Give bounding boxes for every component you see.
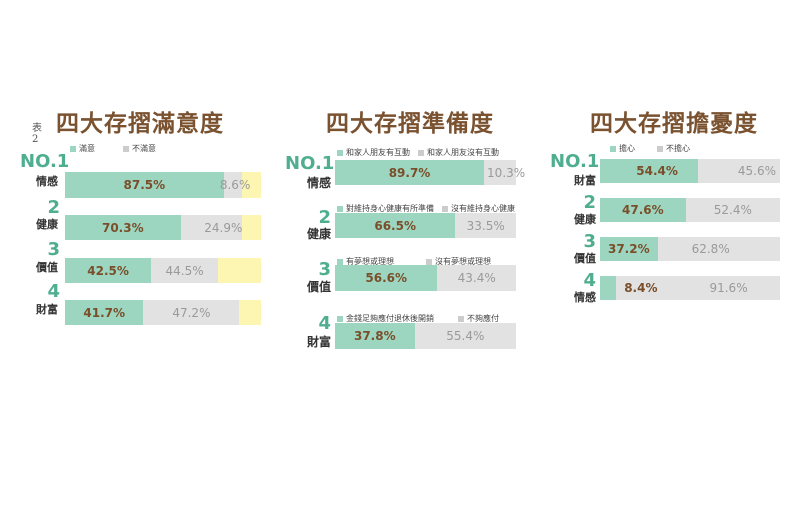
- legend-item-worried: 擔心: [610, 143, 635, 154]
- bar-row: 37.2% 62.8%: [600, 237, 780, 261]
- chart-title: 四大存摺擔憂度: [590, 111, 758, 137]
- category-label: 情感: [574, 291, 596, 304]
- legend-item-unsatisfied: 不滿意: [123, 143, 156, 154]
- bar-positive: 47.6%: [600, 198, 686, 222]
- bar-negative: 44.5%: [151, 258, 218, 283]
- rank-label: 4: [583, 270, 596, 291]
- bar-row: 41.7% 47.2%: [65, 300, 261, 325]
- bar-negative: 45.6%: [697, 159, 780, 183]
- row-legend: 和家人朋友有互動 和家人朋友沒有互動: [337, 147, 499, 158]
- legend-swatch-icon: [337, 315, 343, 322]
- negative-value-label: 91.6%: [709, 281, 748, 295]
- table-tag: 表2: [32, 123, 42, 145]
- bar-row: 66.5% 33.5%: [335, 213, 516, 238]
- category-label: 情感: [36, 175, 58, 188]
- legend: 擔心 不擔心: [610, 143, 690, 154]
- legend-swatch-icon: [337, 149, 343, 156]
- category-label: 價值: [36, 261, 58, 274]
- bar-positive: 56.6%: [335, 265, 438, 291]
- category-label: 情感: [306, 176, 331, 190]
- row-legend: 有夢想或理想 沒有夢想或理想: [337, 256, 491, 267]
- rank-label: 2: [47, 197, 60, 218]
- bar-positive: 42.5%: [65, 258, 152, 283]
- legend: 滿意 不滿意: [70, 143, 156, 154]
- bar-negative: 33.5%: [455, 213, 516, 238]
- legend-item-satisfied: 滿意: [70, 143, 95, 154]
- bar-positive: 41.7%: [65, 300, 144, 325]
- category-label: 價值: [574, 252, 596, 265]
- category-label: 價值: [306, 280, 331, 294]
- row-legend: 金錢足夠應付退休後開銷 不夠應付: [337, 313, 499, 324]
- bar-row: 54.4% 45.6%: [600, 159, 780, 183]
- legend-swatch-icon: [458, 315, 464, 322]
- category-label: 財富: [574, 174, 596, 187]
- rank-label: NO.1: [20, 151, 70, 172]
- category-label: 健康: [36, 218, 58, 231]
- legend-swatch-icon: [337, 258, 343, 265]
- bar-negative: 62.8%: [657, 237, 780, 261]
- chart-title: 四大存摺滿意度: [56, 111, 224, 137]
- bar-positive: 70.3%: [65, 215, 181, 240]
- bar-negative: 8.4% 91.6%: [616, 276, 780, 300]
- category-label: 健康: [306, 227, 331, 241]
- legend-swatch-icon: [426, 258, 432, 265]
- bar-row: 8.4% 91.6%: [600, 276, 780, 300]
- bar-row: 89.7% 10.3%: [335, 160, 525, 185]
- legend-swatch-icon: [657, 145, 663, 152]
- positive-value-label: 8.4%: [624, 281, 658, 295]
- bar-positive: [600, 276, 617, 300]
- rank-label: 2: [318, 207, 331, 228]
- bar-row: 42.5% 44.5%: [65, 258, 261, 283]
- bar-positive: 37.8%: [335, 323, 415, 349]
- bar-positive: 54.4%: [600, 159, 698, 183]
- legend-swatch-icon: [70, 145, 76, 152]
- bar-positive: 37.2%: [600, 237, 658, 261]
- bar-negative: 43.4%: [437, 265, 516, 291]
- bar-positive: 66.5%: [335, 213, 456, 238]
- bar-negative: 10.3%: [484, 160, 525, 185]
- row-legend: 對維持身心健康有所準備 沒有維持身心健康: [337, 203, 515, 214]
- bar-other: [217, 258, 261, 283]
- rank-label: 4: [47, 281, 60, 302]
- rank-label: 3: [583, 231, 596, 252]
- bar-negative: 55.4%: [414, 323, 516, 349]
- rank-label: 4: [318, 313, 331, 334]
- legend-swatch-icon: [418, 149, 424, 156]
- rank-label: 3: [47, 239, 60, 260]
- bar-other: [242, 172, 261, 198]
- rank-label: NO.1: [550, 151, 600, 172]
- rank-label: NO.1: [285, 153, 335, 174]
- bar-negative: 8.6%: [220, 172, 250, 198]
- category-label: 健康: [574, 213, 596, 226]
- bar-negative: 52.4%: [685, 198, 780, 222]
- chart-title: 四大存摺準備度: [326, 111, 494, 137]
- category-label: 財富: [36, 303, 58, 316]
- bar-other: [239, 300, 261, 325]
- bar-positive: 89.7%: [335, 160, 485, 185]
- category-label: 財富: [306, 335, 331, 349]
- legend-swatch-icon: [610, 145, 616, 152]
- legend-item-not-worried: 不擔心: [657, 143, 690, 154]
- bar-negative: 24.9%: [180, 215, 243, 240]
- bar-other: [242, 215, 261, 240]
- rank-label: 3: [318, 259, 331, 280]
- legend-swatch-icon: [337, 205, 343, 212]
- bar-row: 37.8% 55.4%: [335, 323, 516, 349]
- bar-row: 56.6% 43.4%: [335, 265, 516, 291]
- legend-swatch-icon: [123, 145, 129, 152]
- legend-swatch-icon: [442, 205, 448, 212]
- bar-row: 70.3% 24.9%: [65, 215, 261, 240]
- bar-row: 47.6% 52.4%: [600, 198, 780, 222]
- bar-row: 87.5% 8.6%: [65, 172, 261, 198]
- rank-label: 2: [583, 192, 596, 213]
- bar-negative: 47.2%: [143, 300, 240, 325]
- bar-positive: 87.5%: [65, 172, 224, 198]
